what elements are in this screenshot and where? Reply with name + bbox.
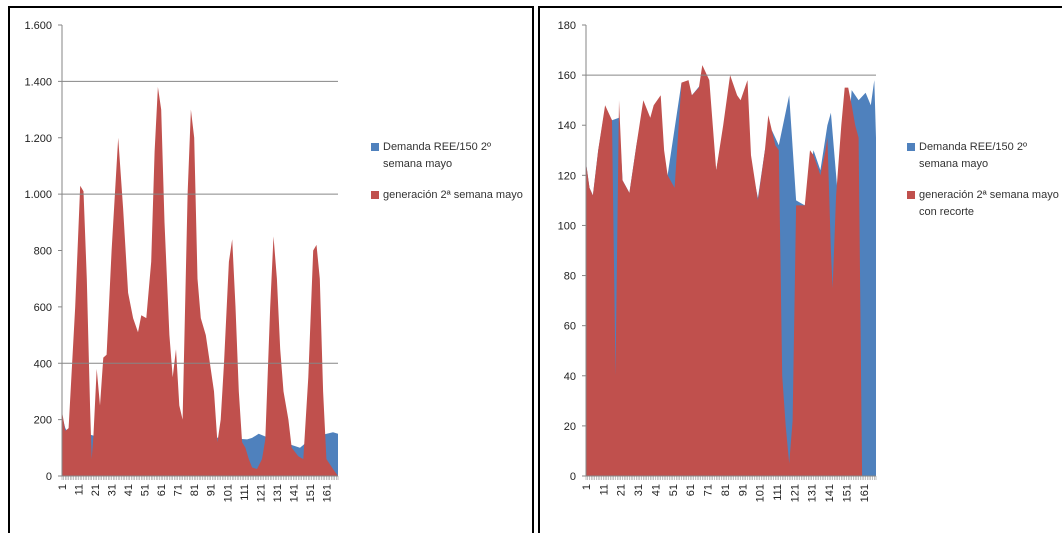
x-tick-label: 11 (74, 484, 86, 495)
y-tick-label: 0 (46, 471, 52, 483)
x-tick-label: 51 (140, 484, 152, 496)
x-tick-label: 101 (222, 484, 234, 502)
x-tick-label-right: 1 (581, 484, 593, 490)
x-tick-label: 31 (107, 484, 119, 496)
x-tick-label: 161 (321, 484, 333, 502)
legend-right: Demanda REE/150 2º semana mayo generació… (907, 139, 1062, 235)
x-tick-label: 61 (156, 484, 168, 496)
legend-item-generation: generación 2ª semana mayo (371, 187, 536, 204)
x-tick-label-right: 141 (824, 484, 836, 502)
y-tick-label-right: 100 (558, 220, 576, 232)
y-tick-label-right: 160 (558, 70, 576, 82)
legend-left: Demanda REE/150 2º semana mayo generació… (371, 139, 536, 218)
x-tick-label: 91 (206, 484, 218, 496)
x-tick-label: 111 (239, 484, 251, 501)
y-tick-label-right: 120 (558, 170, 576, 182)
y-tick-label: 1.400 (24, 76, 52, 88)
x-tick-label-right: 11 (598, 484, 610, 495)
y-tick-label-right: 40 (564, 371, 576, 383)
legend-item-demand-right: Demanda REE/150 2º semana mayo (907, 139, 1062, 173)
y-tick-label-right: 0 (570, 471, 576, 483)
y-tick-label: 800 (34, 246, 52, 258)
x-tick-label-right: 81 (720, 484, 732, 496)
x-tick-label: 121 (255, 484, 267, 502)
legend-label-demand-right: Demanda REE/150 2º semana mayo (919, 141, 1027, 170)
x-tick-label: 131 (272, 484, 284, 502)
legend-swatch-generation-right (907, 191, 915, 199)
legend-item-generation-right: generación 2ª semana mayo con recorte (907, 187, 1062, 221)
x-tick-label-right: 51 (668, 484, 680, 496)
x-tick-label-right: 111 (772, 484, 784, 501)
x-tick-label-right: 121 (789, 484, 801, 502)
x-tick-label-right: 161 (859, 484, 871, 502)
y-tick-label-right: 20 (564, 421, 576, 433)
series-area-generation (62, 87, 338, 476)
y-tick-label: 200 (34, 415, 52, 427)
y-tick-label-right: 140 (558, 120, 576, 132)
x-tick-label: 151 (305, 484, 317, 502)
x-tick-label: 81 (189, 484, 201, 496)
y-tick-label: 400 (34, 358, 52, 370)
x-tick-label: 71 (173, 484, 185, 496)
x-tick-label-right: 91 (737, 484, 749, 496)
x-tick-label-right: 21 (616, 484, 628, 496)
x-tick-label: 21 (90, 484, 102, 496)
legend-label-demand: Demanda REE/150 2º semana mayo (383, 141, 491, 170)
y-tick-label-right: 80 (564, 271, 576, 283)
x-tick-label-right: 131 (807, 484, 819, 502)
legend-swatch-demand (371, 143, 379, 151)
x-tick-label: 141 (288, 484, 300, 502)
legend-label-generation: generación 2ª semana mayo (383, 189, 523, 201)
x-tick-label: 1 (57, 484, 69, 490)
series-area-generation-right (586, 65, 876, 476)
y-tick-label-right: 60 (564, 321, 576, 333)
x-tick-label-right: 71 (703, 484, 715, 496)
x-tick-label-right: 41 (650, 484, 662, 496)
outer-border-left (8, 6, 534, 533)
legend-swatch-demand-right (907, 143, 915, 151)
legend-item-demand: Demanda REE/150 2º semana mayo (371, 139, 536, 173)
y-tick-label: 1.200 (24, 133, 52, 145)
x-tick-label: 41 (123, 484, 135, 496)
y-tick-label: 600 (34, 302, 52, 314)
x-tick-label-right: 31 (633, 484, 645, 496)
x-tick-label-right: 151 (841, 484, 853, 502)
y-tick-label: 1.600 (24, 20, 52, 32)
y-tick-label: 1.000 (24, 189, 52, 201)
outer-border-right (538, 6, 1062, 533)
legend-label-generation-right: generación 2ª semana mayo con recorte (919, 189, 1059, 218)
y-tick-label-right: 180 (558, 20, 576, 32)
x-tick-label-right: 101 (755, 484, 767, 502)
x-tick-label-right: 61 (685, 484, 697, 496)
legend-swatch-generation (371, 191, 379, 199)
